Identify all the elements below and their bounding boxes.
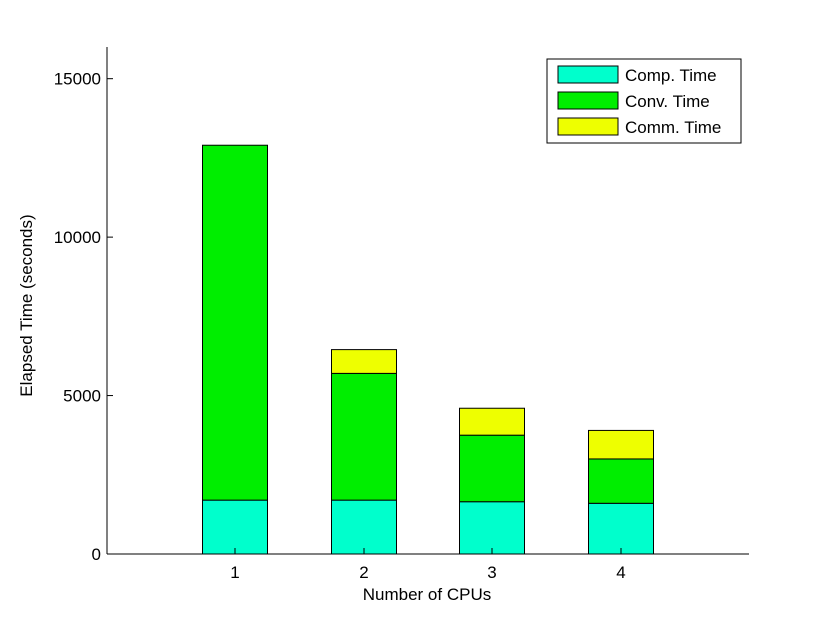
y-axis-label: Elapsed Time (seconds) xyxy=(17,214,36,396)
y-ticks: 0 5000 10000 15000 xyxy=(54,70,113,564)
y-tick-label: 10000 xyxy=(54,228,101,247)
legend-swatch xyxy=(557,91,619,110)
bar-cpu1-conv-time xyxy=(202,144,268,501)
bar-cpu2-conv-time xyxy=(331,372,397,501)
x-tick-label: 2 xyxy=(359,563,368,582)
legend-swatch xyxy=(557,65,619,84)
legend-entries: Comp. Time Conv. Time Comm. Time xyxy=(557,65,721,137)
bar-cpu3-comm-time xyxy=(459,407,525,436)
legend: Comp. Time Conv. Time Comm. Time xyxy=(546,58,742,144)
x-tick-label: 1 xyxy=(230,563,239,582)
bar-cpu2-comm-time xyxy=(331,349,397,374)
legend-swatch xyxy=(557,117,619,136)
legend-label: Comp. Time xyxy=(625,66,717,85)
bar-cpu3-conv-time xyxy=(459,434,525,503)
bar-cpu3-comp-time xyxy=(459,501,525,555)
y-tick-label: 5000 xyxy=(63,387,101,406)
bar-cpu2-comp-time xyxy=(331,499,397,555)
y-tick-label: 15000 xyxy=(54,70,101,89)
x-ticks: 1 2 3 4 xyxy=(230,548,626,582)
bar-cpu4-comm-time xyxy=(588,429,654,460)
x-tick-label: 4 xyxy=(616,563,625,582)
legend-label: Conv. Time xyxy=(625,92,710,111)
x-axis-label: Number of CPUs xyxy=(363,585,491,604)
bars-layer xyxy=(202,144,654,555)
axes-layer xyxy=(106,47,749,555)
bar-cpu1-comp-time xyxy=(202,499,268,555)
y-tick-label: 0 xyxy=(92,545,101,564)
bar-cpu4-comp-time xyxy=(588,502,654,555)
x-tick-label: 3 xyxy=(487,563,496,582)
legend-label: Comm. Time xyxy=(625,118,721,137)
bar-cpu4-conv-time xyxy=(588,458,654,504)
